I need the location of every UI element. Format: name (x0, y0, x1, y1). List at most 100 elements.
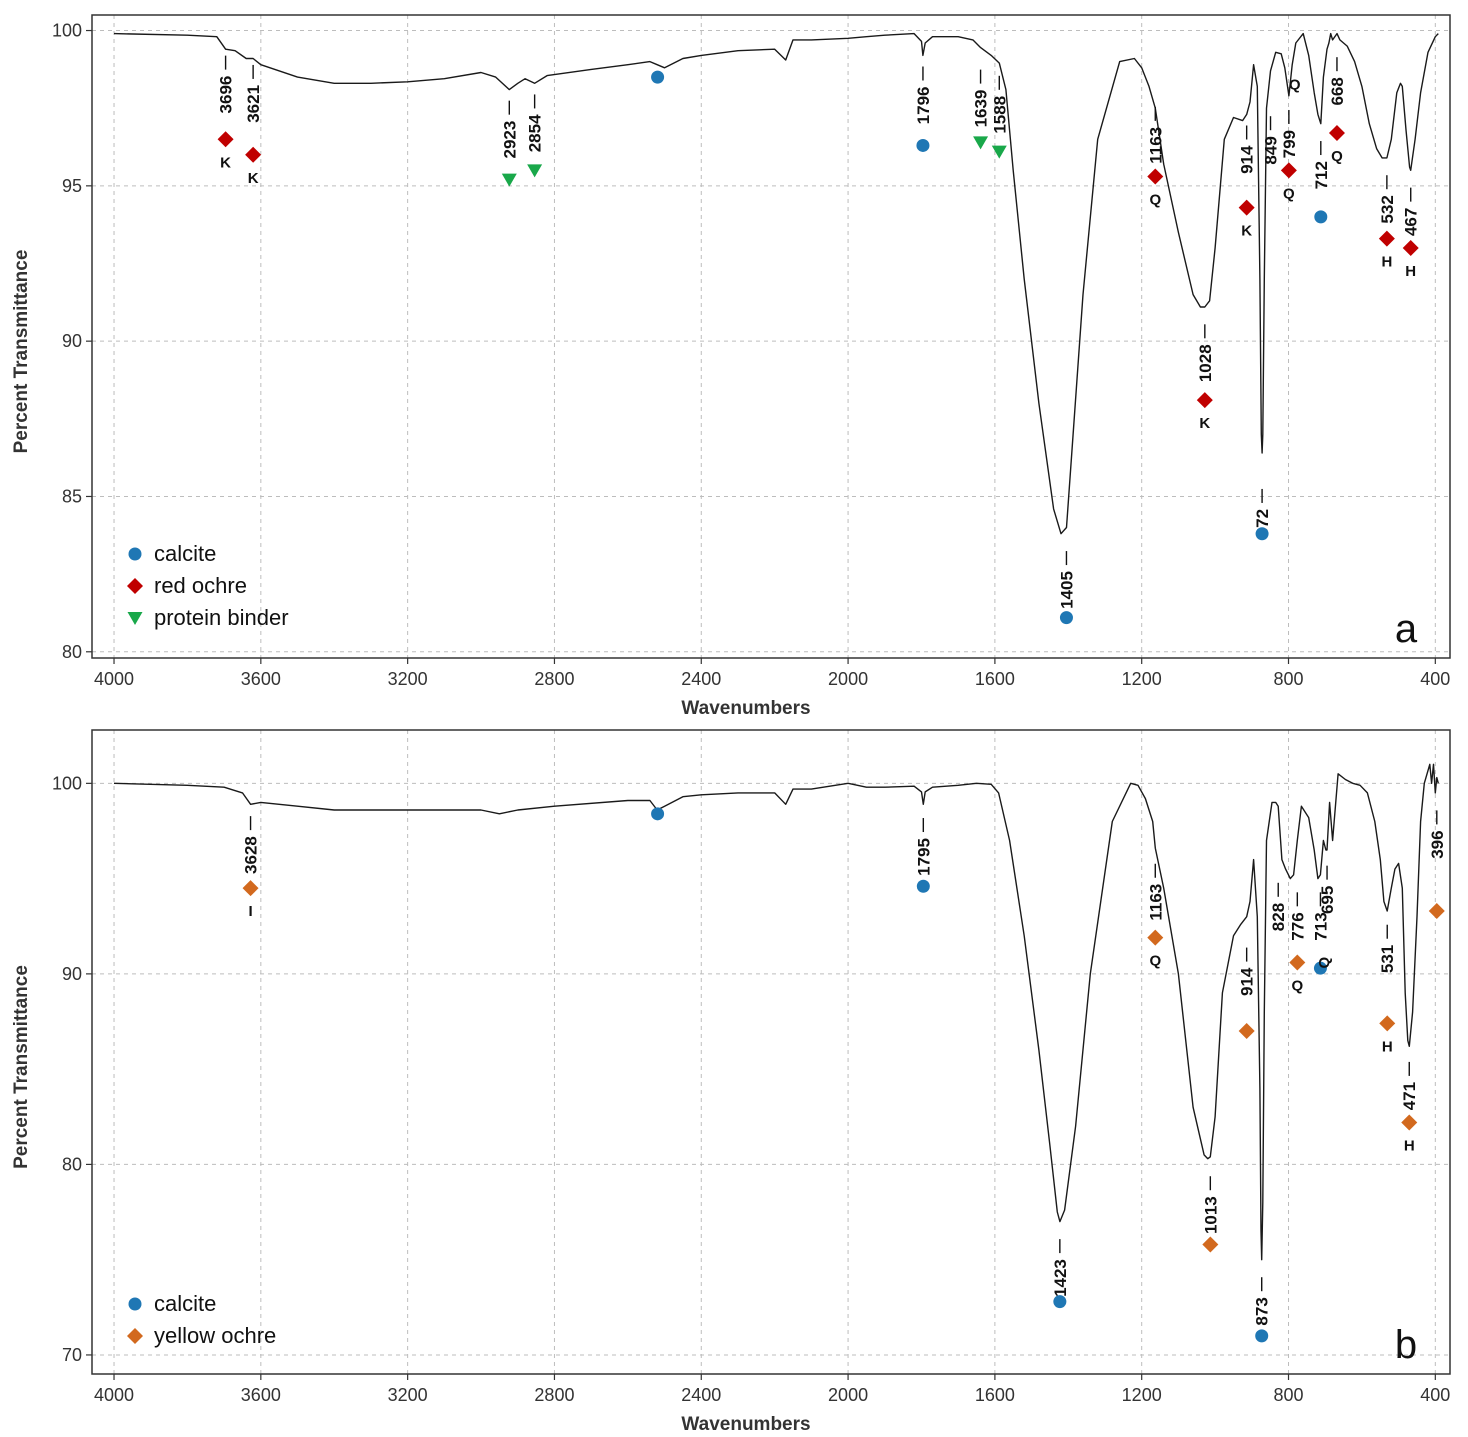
peak-marker (1255, 1329, 1269, 1343)
peak-label: 396 (1428, 830, 1447, 858)
x-tick-label: 2800 (534, 1385, 574, 1405)
y-tick-label: 80 (62, 642, 82, 662)
x-axis-title: Wavenumbers (681, 698, 810, 719)
peak-marker (651, 70, 665, 84)
peak-label: 471 (1400, 1082, 1419, 1110)
y-tick-label: 70 (62, 1345, 82, 1365)
peak-label: 1795 (914, 838, 933, 876)
peak-label: 873 (1253, 1297, 1272, 1325)
y-tick-label: 100 (52, 773, 82, 793)
peak-marker (1289, 954, 1306, 971)
peak-label: 776 (1288, 912, 1307, 940)
assignment-letter: H (1381, 254, 1392, 271)
assignment-letter: H (1405, 263, 1416, 280)
x-tick-label: 1200 (1122, 1385, 1162, 1405)
x-tick-label: 1600 (975, 1385, 1015, 1405)
plot-frame (91, 729, 1451, 1375)
assignment-letter: H (1404, 1137, 1415, 1154)
legend-marker (128, 1297, 142, 1311)
x-tick-label: 4000 (94, 669, 134, 689)
peak-marker (1053, 1295, 1067, 1309)
x-tick-label: 1600 (975, 669, 1015, 689)
legend-label: red ochre (154, 573, 247, 598)
x-tick-label: 800 (1273, 1385, 1303, 1405)
y-tick-label: 80 (62, 1154, 82, 1174)
assignment-letter: Q (1316, 956, 1333, 968)
peak-marker (1238, 199, 1255, 216)
peak-marker (973, 136, 989, 150)
peak-label: 712 (1312, 161, 1331, 189)
y-tick-label: 95 (62, 176, 82, 196)
x-tick-label: 3200 (388, 1385, 428, 1405)
peak-label: 3621 (244, 85, 263, 123)
y-tick-label: 90 (62, 331, 82, 351)
peak-label: 532 (1378, 195, 1397, 223)
x-tick-label: 1200 (1122, 669, 1162, 689)
peak-label: 828 (1269, 903, 1288, 931)
x-tick-label: 800 (1273, 669, 1303, 689)
assignment-letter: K (1241, 223, 1252, 240)
assignment-letter: K (1199, 415, 1210, 432)
assignment-letter: Q (1149, 192, 1161, 209)
peak-marker (1401, 1114, 1418, 1131)
x-tick-label: 3600 (241, 669, 281, 689)
peak-marker (242, 880, 259, 897)
x-tick-label: 2400 (681, 669, 721, 689)
peak-marker (1255, 527, 1269, 541)
legend-label: protein binder (154, 605, 289, 630)
peak-label: 1423 (1051, 1259, 1070, 1297)
peak-marker (1378, 230, 1395, 247)
peak-marker (1147, 168, 1164, 185)
panel-letter: b (1395, 1323, 1417, 1367)
peak-marker (1313, 961, 1327, 975)
peak-label: 713 (1311, 912, 1330, 940)
legend-label: calcite (154, 1291, 216, 1316)
x-tick-label: 400 (1420, 669, 1450, 689)
x-tick-label: 2000 (828, 1385, 868, 1405)
peak-marker (1147, 929, 1164, 946)
panel-letter: a (1395, 607, 1418, 651)
peak-label: 1639 (972, 90, 991, 128)
legend-marker (127, 578, 143, 594)
peak-label: 695 (1318, 886, 1337, 914)
assignment-letter: Q (1291, 977, 1303, 994)
peak-marker (1328, 125, 1345, 142)
peak-marker (916, 138, 930, 152)
peak-marker (1202, 1236, 1219, 1253)
y-tick-label: 90 (62, 964, 82, 984)
x-axis-title: Wavenumbers (681, 1414, 810, 1432)
peak-marker (245, 146, 262, 163)
panel-a: 4000 3600 3200 2800 2400 2000 1600 1200 800 400 80… (11, 14, 1451, 719)
peak-label: 1405 (1057, 571, 1076, 609)
peak-label: 3696 (217, 76, 236, 114)
peak-marker (1402, 239, 1419, 256)
y-axis-title: Percent Transmittance (11, 250, 32, 454)
x-tick-label: 3200 (388, 669, 428, 689)
peak-marker (1196, 392, 1213, 409)
peak-marker (1059, 611, 1073, 625)
assignment-letter: Q (1331, 148, 1343, 165)
y-tick-label: 85 (62, 486, 82, 506)
panel-b: 4000 3600 3200 2800 2400 2000 1600 1200 800 400 70… (11, 729, 1451, 1435)
x-tick-label: 400 (1420, 1385, 1450, 1405)
assignment-letter: Q (1149, 953, 1161, 970)
peak-label: 2923 (500, 121, 519, 159)
peak-marker (991, 145, 1007, 159)
y-tick-label: 100 (52, 21, 82, 41)
legend-label: calcite (154, 541, 216, 566)
peak-label: 1163 (1146, 127, 1165, 164)
spectrum-line (113, 763, 1439, 1261)
peak-marker (1238, 1023, 1255, 1040)
spectrum-line (113, 32, 1439, 535)
assignment-letter: Q (1289, 77, 1301, 94)
legend-label: yellow ochre (154, 1323, 276, 1348)
peak-label: 799 (1280, 130, 1299, 158)
assignment-letter: I (248, 903, 252, 920)
peak-label: 1028 (1196, 344, 1215, 382)
x-tick-label: 3600 (241, 1385, 281, 1405)
legend-marker (127, 1328, 143, 1344)
peak-marker (217, 131, 234, 148)
peak-label: 1796 (914, 86, 933, 124)
peak-marker (1428, 903, 1445, 920)
